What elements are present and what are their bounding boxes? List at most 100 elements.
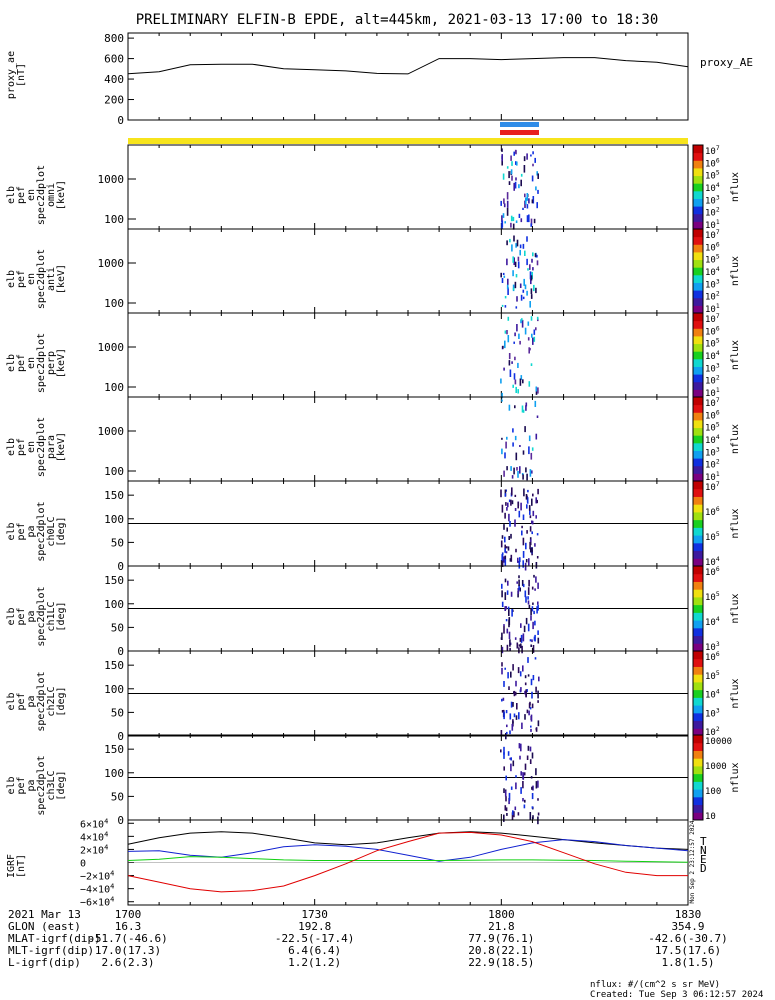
energy-y-axis-label: spec2dplot [36, 417, 47, 477]
spectrogram-pixel [510, 466, 512, 471]
x-axis-tick-label: 1700 [115, 908, 142, 921]
pitch-angle-pixel [511, 487, 513, 496]
energy-colorbar-segment [693, 251, 703, 261]
pitch-angle-pixel [509, 730, 511, 735]
pitch-angle-pixel [527, 596, 529, 600]
pitch-angle-y-tick-label: 50 [111, 706, 124, 719]
pitch-angle-pixel [513, 811, 515, 818]
energy-y-axis-label: [keV] [56, 180, 67, 210]
pitch-angle-pixel [519, 557, 521, 563]
igrf-y-axis-label: [nT] [16, 854, 27, 878]
energy-y-axis-label: [keV] [56, 264, 67, 294]
pitch-angle-pixel [527, 489, 529, 493]
pitch-angle-pixel [505, 606, 507, 610]
energy-y-tick-label: 100 [104, 465, 124, 478]
pitch-angle-pixel [526, 497, 529, 503]
pitch-angle-colorbar-tick-label: 103 [705, 707, 720, 719]
pitch-angle-colorbar-tick-label: 10 [705, 812, 716, 822]
pitch-angle-y-axis-label: pa [26, 695, 37, 707]
spectrogram-pixel [521, 473, 524, 476]
pitch-angle-pixel [532, 621, 534, 630]
igrf-series-E [127, 856, 689, 863]
energy-colorbar-segment [693, 458, 703, 467]
spectrogram-pixel [512, 216, 515, 222]
spectrogram-pixel [525, 197, 527, 205]
spectrogram-pixel [531, 470, 533, 474]
energy-y-axis-label: elb [6, 354, 17, 372]
spectrogram-pixel [513, 257, 515, 265]
pitch-angle-y-axis-label: ch3LC [46, 770, 57, 800]
spectrogram-pixel [522, 450, 525, 455]
spectrogram-pixel [506, 284, 509, 290]
pitch-angle-pixel [531, 586, 534, 590]
pitch-angle-pixel [522, 551, 525, 558]
spectrogram-pixel [513, 182, 515, 191]
pitch-angle-colorbar-segment [693, 681, 703, 691]
energy-colorbar-tick-label: 105 [705, 422, 720, 434]
pitch-angle-pixel [508, 797, 510, 805]
spectrogram-pixel [531, 258, 533, 263]
pitch-angle-colorbar-segment [693, 519, 703, 528]
pitch-angle-pixel [510, 554, 513, 562]
pitch-angle-pixel [530, 678, 533, 686]
spectrogram-pixel [528, 214, 530, 223]
energy-colorbar-segment [693, 389, 703, 398]
energy-spectrogram-frame [127, 144, 689, 230]
pitch-angle-y-tick-label: 0 [117, 560, 124, 573]
energy-colorbar-segment [693, 236, 703, 245]
spectrogram-pixel [519, 466, 521, 474]
pitch-angle-pixel [531, 639, 533, 643]
spectrogram-pixel [500, 272, 502, 278]
energy-y-axis-label: elb [6, 186, 17, 204]
pitch-angle-pixel [505, 733, 507, 740]
energy-colorbar-segment [693, 335, 703, 345]
energy-y-axis-label: en [26, 357, 37, 369]
pitch-angle-pixel [517, 812, 520, 816]
pitch-angle-pixel [517, 588, 520, 594]
energy-colorbar-tick-label: 104 [705, 350, 720, 362]
igrf-series-D [127, 831, 688, 893]
pitch-angle-pixel [509, 757, 511, 760]
spectrogram-pixel [502, 173, 505, 180]
pitch-angle-pixel [533, 574, 535, 578]
pitch-angle-pixel [501, 646, 504, 654]
pitch-angle-colorbar-segment [693, 742, 703, 751]
pitch-angle-colorbar-segment [693, 728, 703, 737]
pitch-angle-pixel [502, 697, 505, 701]
x-axis-row-value: 20.8(22.1) [468, 944, 534, 957]
pitch-angle-pixel [516, 703, 518, 710]
spectrogram-pixel [511, 361, 513, 364]
pitch-angle-pixel [514, 494, 517, 497]
spectrogram-pixel [534, 157, 536, 163]
spectrogram-pixel [529, 301, 531, 308]
pitch-angle-pixel [530, 644, 532, 647]
spectrogram-pixel [524, 250, 526, 256]
spectrogram-pixel [514, 149, 517, 154]
pitch-angle-pixel [527, 623, 530, 632]
energy-colorbar-segment [693, 435, 703, 444]
pitch-angle-pixel [501, 554, 503, 561]
spectrogram-pixel [520, 218, 523, 223]
energy-y-tick-label: 1000 [98, 341, 125, 354]
pitch-angle-pixel [501, 590, 503, 598]
spectrogram-pixel [501, 159, 503, 166]
x-axis-row-label: GLON (east) [8, 920, 81, 933]
energy-colorbar-segment [693, 198, 703, 207]
pitch-angle-pixel [537, 798, 539, 801]
pitch-angle-y-axis-label: spec2dplot [36, 586, 47, 646]
pitch-angle-pixel [506, 724, 508, 728]
spectrogram-pixel [512, 442, 514, 447]
spectrogram-pixel [536, 316, 539, 320]
pitch-angle-pixel [510, 533, 512, 539]
spectrogram-pixel [530, 277, 532, 285]
pitch-angle-pixel [510, 499, 512, 506]
spectrogram-pixel [501, 215, 503, 223]
pitch-angle-pixel [511, 500, 514, 505]
x-axis-tick-label: 1730 [301, 908, 328, 921]
energy-y-axis-label: para [46, 435, 57, 459]
spectrogram-pixel [529, 264, 531, 270]
x-axis-row-value: 1.2(1.2) [288, 956, 341, 969]
pitch-angle-colorbar-tick-label: 104 [705, 689, 720, 701]
pitch-angle-colorbar-tick-label: 100 [705, 787, 721, 797]
pitch-angle-pixel [518, 579, 520, 587]
